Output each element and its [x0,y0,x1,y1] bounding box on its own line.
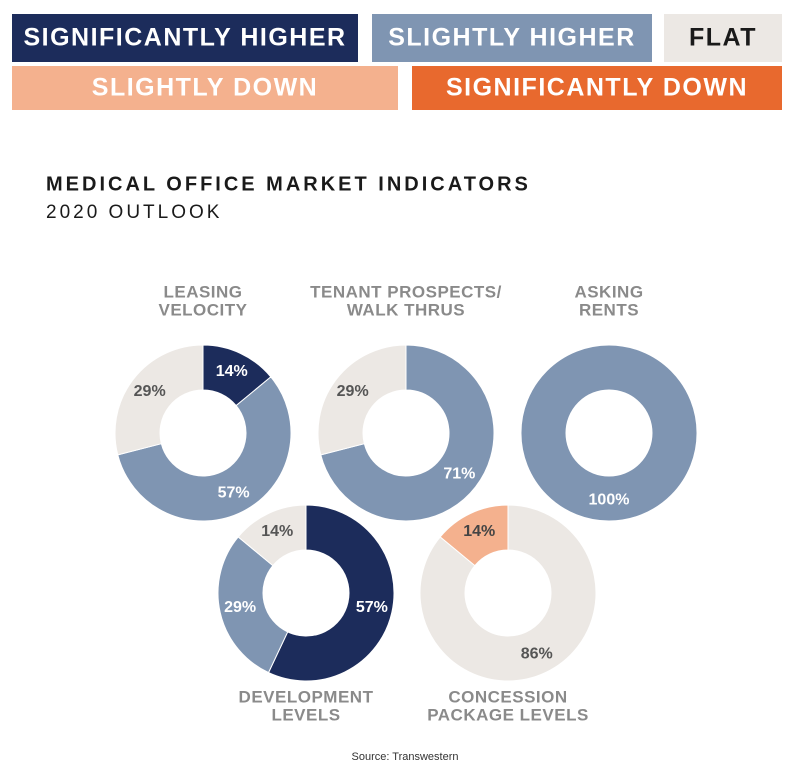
value-label: 29% [337,383,369,400]
legend-label: FLAT [689,24,757,52]
legend-label: SLIGHTLY DOWN [92,74,318,102]
legend-swatch [412,66,782,110]
value-label: 29% [134,383,166,400]
legend-swatch [12,14,358,62]
pie-title: LEASING [163,282,242,301]
pie-slice [439,504,509,567]
value-label: 14% [463,523,495,540]
value-label: 29% [224,599,256,616]
pie-slice [320,344,495,522]
pie-title: WALK THRUS [347,300,465,319]
pie-slice [117,376,292,522]
chart-title: MEDICAL OFFICE MARKET INDICATORS [46,173,531,195]
legend-swatch [12,66,398,110]
pie-title: VELOCITY [158,300,247,319]
legend-label: SIGNIFICANTLY HIGHER [23,24,346,52]
legend-swatch [664,14,782,62]
pie-slice [114,344,204,456]
pie-title: CONCESSION [448,687,567,706]
pie-slice [520,344,698,522]
value-label: 14% [216,363,248,380]
pie-title: LEVELS [271,705,340,724]
pie-slice [419,504,597,682]
value-label: 100% [589,492,630,509]
source: Source: Transwestern [352,751,459,763]
pie-slice [217,536,289,674]
value-label: 57% [356,599,388,616]
value-label: 86% [521,645,553,662]
pie-slice [317,344,407,456]
chart-subtitle: 2020 OUTLOOK [46,202,222,223]
value-label: 14% [261,523,293,540]
value-label: 57% [218,484,250,501]
pie-title: PACKAGE LEVELS [427,705,589,724]
legend-label: SLIGHTLY HIGHER [388,24,636,52]
pie-title: RENTS [579,300,639,319]
pie-slice [267,504,395,682]
pie-title: ASKING [574,282,643,301]
pie-title: TENANT PROSPECTS/ [310,282,502,301]
legend-label: SIGNIFICANTLY DOWN [446,74,748,102]
legend-swatch [372,14,652,62]
pie-title: DEVELOPMENT [239,687,374,706]
pie-slice [237,504,307,567]
value-label: 71% [443,466,475,483]
